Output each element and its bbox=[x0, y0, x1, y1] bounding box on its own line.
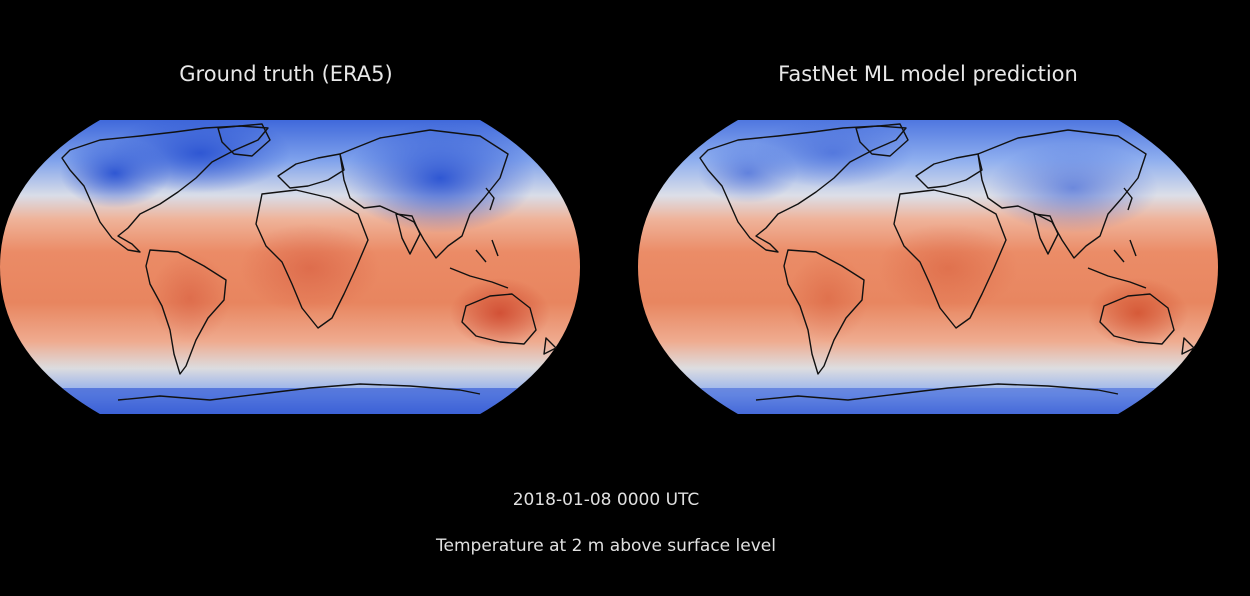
left-panel-title: Ground truth (ERA5) bbox=[179, 62, 393, 86]
ground-truth-map bbox=[0, 120, 580, 414]
right-coastlines bbox=[699, 123, 1195, 401]
prediction-map bbox=[638, 120, 1218, 414]
timestamp-label: 2018-01-08 0000 UTC bbox=[512, 490, 700, 510]
right-temperature-field bbox=[638, 120, 1218, 414]
variable-label: Temperature at 2 m above surface level bbox=[436, 536, 776, 556]
right-panel-title: FastNet ML model prediction bbox=[778, 62, 1078, 86]
left-temperature-field bbox=[0, 120, 580, 414]
left-coastlines bbox=[61, 123, 557, 401]
